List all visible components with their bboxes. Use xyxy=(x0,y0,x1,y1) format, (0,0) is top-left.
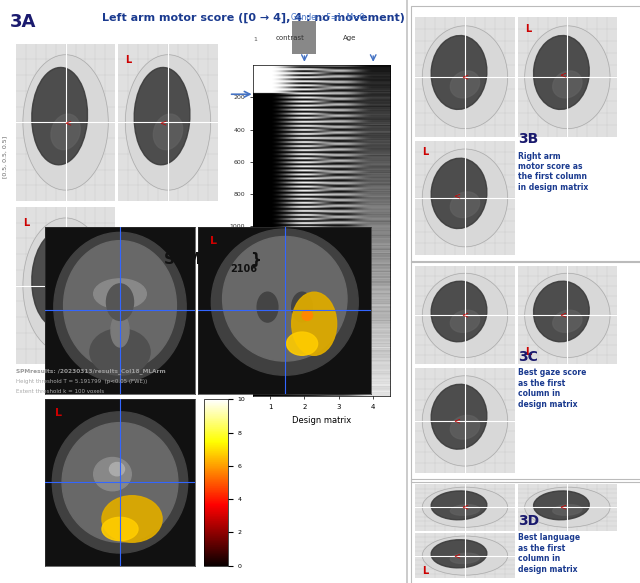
Text: L: L xyxy=(422,566,429,576)
Text: L: L xyxy=(525,346,531,357)
Ellipse shape xyxy=(451,71,479,98)
Ellipse shape xyxy=(257,292,278,322)
Text: <: < xyxy=(461,503,468,512)
Text: <: < xyxy=(559,503,566,512)
Text: 1: 1 xyxy=(253,37,257,42)
Text: Best language
as the first
column in
design matrix: Best language as the first column in des… xyxy=(518,533,580,574)
X-axis label: Design matrix: Design matrix xyxy=(292,416,351,424)
Ellipse shape xyxy=(431,384,487,449)
Ellipse shape xyxy=(93,279,147,309)
Circle shape xyxy=(525,26,610,129)
Circle shape xyxy=(525,273,610,357)
Text: Age: Age xyxy=(344,35,356,41)
Ellipse shape xyxy=(93,458,131,491)
Ellipse shape xyxy=(32,68,88,165)
Ellipse shape xyxy=(51,278,80,313)
Text: Best gaze score
as the first
column in
design matrix: Best gaze score as the first column in d… xyxy=(518,368,587,409)
Text: <: < xyxy=(559,71,566,79)
Ellipse shape xyxy=(102,517,138,540)
Ellipse shape xyxy=(54,233,186,382)
Text: <: < xyxy=(559,311,566,320)
Text: L: L xyxy=(211,236,218,246)
Circle shape xyxy=(23,55,108,190)
Circle shape xyxy=(422,376,508,466)
Ellipse shape xyxy=(102,496,162,542)
Ellipse shape xyxy=(63,241,177,370)
Ellipse shape xyxy=(451,505,479,515)
Ellipse shape xyxy=(32,231,88,328)
Text: L: L xyxy=(55,408,62,418)
Bar xyxy=(292,21,316,54)
Ellipse shape xyxy=(553,71,582,98)
Ellipse shape xyxy=(106,284,134,321)
Ellipse shape xyxy=(553,310,582,332)
Ellipse shape xyxy=(292,292,337,355)
Circle shape xyxy=(23,218,108,353)
Ellipse shape xyxy=(223,237,347,361)
Ellipse shape xyxy=(553,505,582,515)
Ellipse shape xyxy=(287,332,317,355)
Circle shape xyxy=(125,55,211,190)
Text: <: < xyxy=(54,281,61,290)
Ellipse shape xyxy=(431,281,487,342)
Ellipse shape xyxy=(451,415,479,439)
Circle shape xyxy=(302,310,312,321)
Ellipse shape xyxy=(51,114,80,150)
Text: Left arm motor score ([0 → 4], 4 : no movement): Left arm motor score ([0 → 4], 4 : no mo… xyxy=(102,13,405,23)
Text: <: < xyxy=(454,551,461,560)
Text: SPMresults: /20230313/results_Col18_MLArm: SPMresults: /20230313/results_Col18_MLAr… xyxy=(16,368,166,374)
Ellipse shape xyxy=(109,462,125,476)
Text: L: L xyxy=(422,147,429,157)
Text: L: L xyxy=(23,218,29,228)
Circle shape xyxy=(525,487,610,527)
Text: 3A: 3A xyxy=(10,13,36,31)
Text: 3D: 3D xyxy=(518,514,540,528)
Text: <: < xyxy=(159,118,166,127)
Text: $\mathbf{SPM\{T}$: $\mathbf{SPM\{T}$ xyxy=(163,250,224,269)
Circle shape xyxy=(422,26,508,129)
Text: Right arm
motor score as
the first column
in design matrix: Right arm motor score as the first colum… xyxy=(518,152,589,192)
Circle shape xyxy=(422,273,508,357)
Ellipse shape xyxy=(52,412,188,553)
Text: <: < xyxy=(454,191,461,200)
Text: <: < xyxy=(461,311,468,320)
Text: 2106: 2106 xyxy=(230,264,257,275)
Text: L: L xyxy=(125,55,132,65)
Ellipse shape xyxy=(451,310,479,332)
Text: 3C: 3C xyxy=(518,350,538,364)
Ellipse shape xyxy=(534,36,589,110)
Ellipse shape xyxy=(534,281,589,342)
Ellipse shape xyxy=(451,192,479,217)
Text: <: < xyxy=(64,118,71,127)
Text: Height threshold T = 5.191799  (p<0.05 (FWE)): Height threshold T = 5.191799 (p<0.05 (F… xyxy=(16,379,147,384)
Ellipse shape xyxy=(111,314,129,347)
Ellipse shape xyxy=(62,423,178,542)
Ellipse shape xyxy=(431,540,487,568)
Ellipse shape xyxy=(292,292,312,322)
Text: $\mathbf{\}}$: $\mathbf{\}}$ xyxy=(250,250,260,269)
Text: Gender : F=1, M=0: Gender : F=1, M=0 xyxy=(291,13,365,22)
Text: <: < xyxy=(461,73,468,82)
Text: Extent threshold k = 100 voxels: Extent threshold k = 100 voxels xyxy=(16,389,104,395)
Ellipse shape xyxy=(431,158,487,229)
Ellipse shape xyxy=(134,68,190,165)
Text: L: L xyxy=(525,24,531,34)
Text: 3B: 3B xyxy=(518,132,539,146)
Ellipse shape xyxy=(534,491,589,520)
Ellipse shape xyxy=(451,553,479,564)
Ellipse shape xyxy=(154,114,182,150)
Ellipse shape xyxy=(431,491,487,520)
Ellipse shape xyxy=(211,229,358,375)
Text: <: < xyxy=(454,416,461,426)
Circle shape xyxy=(422,536,508,575)
Circle shape xyxy=(422,487,508,527)
Text: [0.5, 0.5, 0.5]: [0.5, 0.5, 0.5] xyxy=(2,136,7,178)
Ellipse shape xyxy=(90,329,150,375)
Circle shape xyxy=(422,149,508,247)
Ellipse shape xyxy=(431,36,487,110)
Text: contrast: contrast xyxy=(275,35,305,41)
